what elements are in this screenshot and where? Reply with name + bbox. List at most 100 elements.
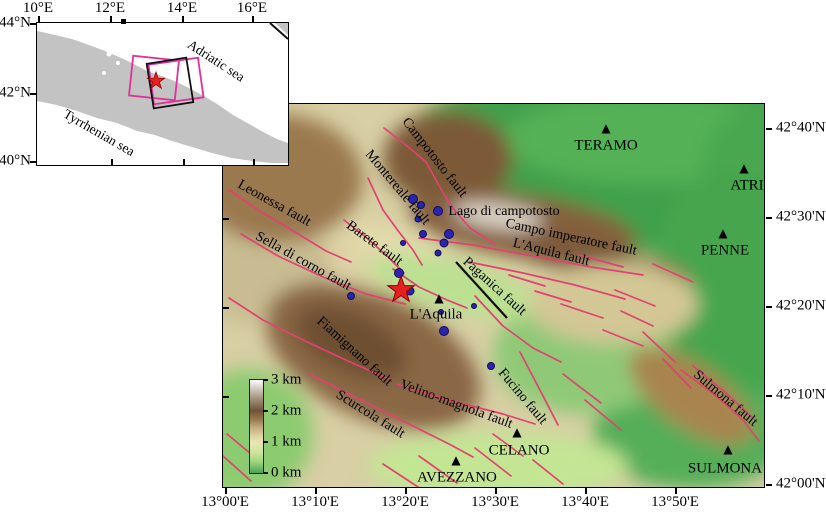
tick-mark xyxy=(253,159,255,165)
terrain-patch xyxy=(629,347,753,445)
earthquake-layer xyxy=(347,194,495,370)
inset-lake xyxy=(102,71,106,75)
fault-line xyxy=(614,289,656,307)
axis-label-longitude: 13°00'E xyxy=(201,494,249,510)
axis-label-longitude: 13°10'E xyxy=(291,494,339,510)
fault-line xyxy=(382,463,419,487)
tick-mark xyxy=(766,484,772,486)
fault-line xyxy=(560,303,604,319)
fault-line xyxy=(662,358,692,389)
tick-mark xyxy=(405,488,407,494)
triangle-icon: ▲ xyxy=(434,291,444,305)
earthquake-dot xyxy=(438,309,444,315)
city-triangle-icon: ▲ xyxy=(451,454,460,466)
tick-mark xyxy=(223,307,229,309)
earthquake-dot xyxy=(394,268,404,278)
terrain-patch xyxy=(528,264,698,344)
triangle-icon: ▲ xyxy=(718,226,728,240)
fault-line xyxy=(680,369,760,442)
scalebar-label: 1 km xyxy=(271,433,302,450)
city-triangle-icon: ▲ xyxy=(512,425,522,439)
tick-mark xyxy=(766,128,772,130)
inset-axis-label-latitude: 42°N xyxy=(0,84,31,101)
earthquake-dot xyxy=(444,229,454,239)
fault-line xyxy=(562,373,602,404)
terrain-patch xyxy=(383,111,513,207)
terrain-patch xyxy=(453,202,543,230)
fault-line xyxy=(223,455,252,482)
terrain-patch xyxy=(223,369,313,487)
tick-mark xyxy=(223,396,229,398)
terrain-faults-svg xyxy=(223,104,764,487)
fault-line xyxy=(602,329,644,347)
tick-mark xyxy=(183,159,185,165)
fault-line xyxy=(508,274,546,287)
insar-frame-magenta xyxy=(147,56,205,106)
paganica-fault-line xyxy=(455,261,508,319)
inset-star-icon xyxy=(146,70,166,90)
fault-line xyxy=(474,447,512,477)
fault-line xyxy=(584,399,622,431)
fault-line xyxy=(228,189,352,263)
tick-mark xyxy=(110,16,112,22)
scalebar-label: 3 km xyxy=(271,371,302,388)
scalebar-tick xyxy=(263,472,268,474)
axis-label-longitude: 13°20'E xyxy=(381,494,429,510)
inset-border-marker xyxy=(121,19,126,24)
scalebar-label: 0 km xyxy=(271,464,302,481)
city-triangle-icon: ▲ xyxy=(601,122,610,134)
inset-axis-label-longitude: 12°E xyxy=(94,0,126,16)
earthquake-dot xyxy=(347,292,355,300)
tick-mark xyxy=(766,306,772,308)
axis-label-latitude: 42°20'N xyxy=(776,297,826,314)
triangle-icon: ▲ xyxy=(512,425,522,439)
tick-mark xyxy=(30,23,36,25)
axis-label-latitude: 42°30'N xyxy=(776,208,826,225)
city-triangle-icon: ▲ xyxy=(723,442,733,456)
inset-axis-label-latitude: 40°N xyxy=(0,152,31,169)
inset-lake xyxy=(116,61,120,65)
fault-line xyxy=(396,383,536,425)
balkan-coast-patch xyxy=(275,23,288,35)
inset-italy-area: Adriatic sea Tyrrhenian sea xyxy=(37,23,288,165)
city-name: SULMONA xyxy=(687,460,763,477)
inset-svg xyxy=(37,23,288,163)
tick-mark xyxy=(30,93,36,95)
earthquake-dot xyxy=(408,194,418,204)
fault-line xyxy=(343,219,405,274)
tick-mark xyxy=(252,16,254,22)
insar-frame-black xyxy=(145,56,195,110)
triangle-icon: ▲ xyxy=(723,442,733,456)
fault-line xyxy=(620,310,654,327)
earthquake-dot xyxy=(487,362,495,370)
city-name: TERAMO xyxy=(574,137,638,154)
fault-line xyxy=(418,455,458,484)
axis-label-longitude: 13°30'E xyxy=(471,494,519,510)
earthquake-dot xyxy=(400,240,406,246)
fault-line xyxy=(519,351,559,426)
terrain-patch xyxy=(513,233,633,275)
axis-label-longitude: 13°40'E xyxy=(561,494,609,510)
fault-line xyxy=(228,297,392,381)
triangle-icon: ▲ xyxy=(739,161,749,175)
fault-line xyxy=(418,237,644,276)
fault-line xyxy=(474,295,562,363)
city-label: SULMONA xyxy=(687,460,763,477)
city-label: L'Aquila xyxy=(410,307,463,323)
fault-line xyxy=(367,177,423,266)
scalebar-label: 2 km xyxy=(271,402,302,419)
elevation-scalebar xyxy=(249,379,264,474)
tick-mark xyxy=(182,16,184,22)
axis-label-latitude: 42°40'N xyxy=(776,119,826,136)
fault-line xyxy=(578,254,624,268)
tick-mark xyxy=(495,488,497,494)
inset-axis-label-latitude: 44°N xyxy=(0,14,31,31)
fault-line xyxy=(383,127,496,245)
earthquake-dot xyxy=(417,201,425,209)
earthquake-dot xyxy=(439,238,449,248)
tick-mark xyxy=(111,159,113,165)
fault-line xyxy=(692,365,754,419)
fault-line xyxy=(240,233,406,305)
city-name: AVEZZANO xyxy=(417,469,497,486)
terrain-patch xyxy=(368,432,628,487)
